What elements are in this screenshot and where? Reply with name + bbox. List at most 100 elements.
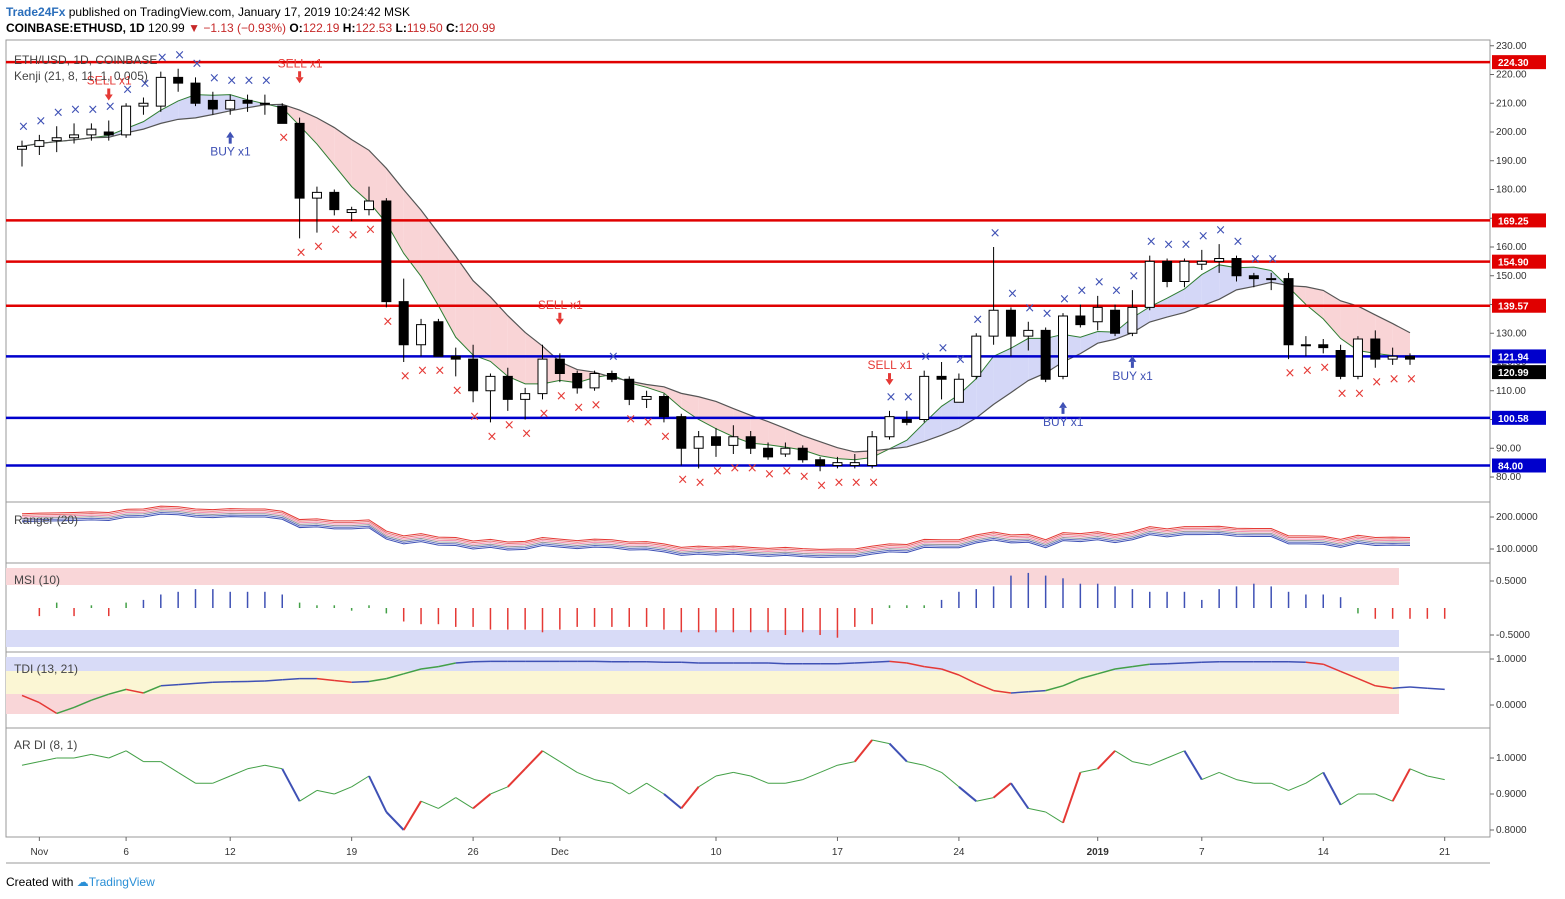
candle-body[interactable] (589, 373, 600, 389)
candle-body[interactable] (1405, 355, 1415, 360)
candle-body[interactable] (745, 436, 756, 449)
candle-body[interactable] (1023, 329, 1034, 337)
candle-body[interactable] (121, 105, 132, 136)
candle-body[interactable] (207, 99, 218, 110)
candle-body[interactable] (381, 200, 392, 303)
candle-body[interactable] (1110, 309, 1121, 334)
candle-body[interactable] (1179, 260, 1190, 282)
ardi-panel[interactable]: 1.0000 0.9000 0.8000 (21, 739, 1527, 836)
candle-body[interactable] (1335, 350, 1346, 377)
sell-x-marker: × (521, 427, 532, 442)
buy-x-marker: × (1007, 286, 1018, 301)
candle-body[interactable] (242, 99, 253, 104)
candle-body[interactable] (1162, 260, 1173, 282)
candle-body[interactable] (624, 378, 635, 400)
candle-body[interactable] (1127, 306, 1138, 334)
tdi-line-segment (1322, 663, 1341, 673)
candle-body[interactable] (138, 102, 149, 107)
candle-body[interactable] (225, 99, 236, 110)
candle-body[interactable] (884, 416, 895, 438)
candle-body[interactable] (832, 462, 843, 466)
candle-body[interactable] (849, 462, 860, 466)
buy-x-marker: × (1146, 235, 1157, 250)
publisher-name[interactable]: Trade24Fx (6, 5, 66, 19)
candle-body[interactable] (815, 459, 826, 466)
candle-body[interactable] (86, 128, 97, 136)
candle-body[interactable] (17, 145, 27, 150)
candle-body[interactable] (485, 375, 496, 392)
candle-body[interactable] (103, 131, 114, 136)
msi-panel[interactable]: 0.5000 -0.5000 (6, 568, 1530, 647)
candle-body[interactable] (1370, 338, 1381, 360)
candle-body[interactable] (294, 122, 305, 199)
candle-body[interactable] (259, 102, 270, 105)
candle-body[interactable] (1005, 309, 1016, 337)
candle-body[interactable] (1040, 329, 1051, 380)
candle-body[interactable] (728, 436, 739, 446)
candle-body[interactable] (711, 436, 721, 446)
candle-body[interactable] (780, 447, 791, 455)
main-price-panel[interactable]: 80.0090.00100.00110.00120.00130.00140.00… (6, 41, 1546, 494)
candle-body[interactable] (520, 393, 531, 400)
tdi-panel[interactable]: 1.0000 0.0000 (6, 654, 1527, 715)
candle-body[interactable] (1075, 315, 1086, 326)
candle-body[interactable] (311, 191, 322, 199)
candle-body[interactable] (971, 335, 982, 377)
candle-body[interactable] (1266, 278, 1277, 281)
candle-body[interactable] (329, 191, 340, 211)
candle-body[interactable] (1196, 260, 1207, 265)
ranger-panel[interactable]: 200.0000 100.0000 (21, 505, 1538, 558)
candle-body[interactable] (1214, 258, 1225, 262)
candle-body[interactable] (1092, 306, 1103, 323)
candle-body[interactable] (1387, 355, 1398, 360)
candle-body[interactable] (51, 137, 62, 142)
candle-body[interactable] (1318, 344, 1329, 349)
candle-body[interactable] (572, 373, 583, 389)
candle-body[interactable] (277, 105, 288, 124)
candle-body[interactable] (468, 358, 479, 392)
candle-body[interactable] (1231, 258, 1242, 277)
candle-body[interactable] (69, 134, 80, 139)
candle-body[interactable] (1283, 278, 1294, 346)
candle-body[interactable] (433, 321, 444, 357)
candle-body[interactable] (554, 358, 565, 374)
candle-body[interactable] (1300, 344, 1311, 347)
candle-body[interactable] (398, 301, 409, 346)
candle-body[interactable] (346, 209, 357, 213)
candle-body[interactable] (1144, 260, 1155, 308)
candle-body[interactable] (867, 436, 878, 466)
buy-x-marker: × (1180, 238, 1191, 253)
candle-body[interactable] (1352, 338, 1363, 377)
candle-body[interactable] (763, 447, 774, 458)
candle-body[interactable] (641, 396, 652, 400)
candle-body[interactable] (936, 375, 947, 380)
candle-body[interactable] (953, 378, 964, 403)
candle-body[interactable] (606, 373, 617, 380)
candle-body[interactable] (190, 82, 201, 104)
y-tick-label: 130.00 (1496, 328, 1527, 339)
candle-body[interactable] (537, 358, 548, 395)
candle-body[interactable] (658, 396, 669, 418)
candle-body[interactable] (364, 200, 374, 211)
candle-body[interactable] (919, 375, 930, 420)
candle-body[interactable] (988, 309, 999, 337)
candle-body[interactable] (1248, 275, 1259, 280)
sell-x-marker: × (591, 398, 602, 413)
candle-body[interactable] (450, 355, 461, 360)
candle-body[interactable] (34, 140, 45, 147)
sell-signal-label: SELL x1 (278, 56, 323, 70)
candle-body[interactable] (173, 76, 184, 84)
tradingview-logo-icon[interactable]: ☁ (76, 875, 89, 889)
candle-body[interactable] (155, 76, 166, 107)
candle-body[interactable] (416, 324, 427, 346)
candle-body[interactable] (502, 375, 513, 400)
candle-body[interactable] (797, 447, 808, 461)
footer-brand[interactable]: TradingView (88, 875, 155, 889)
candle-body[interactable] (1058, 315, 1068, 377)
candle-body[interactable] (693, 436, 704, 449)
buy-x-marker: × (209, 71, 220, 86)
ardi-line-segment (524, 750, 544, 770)
candle-body[interactable] (901, 419, 912, 423)
candle-body[interactable] (676, 416, 687, 449)
